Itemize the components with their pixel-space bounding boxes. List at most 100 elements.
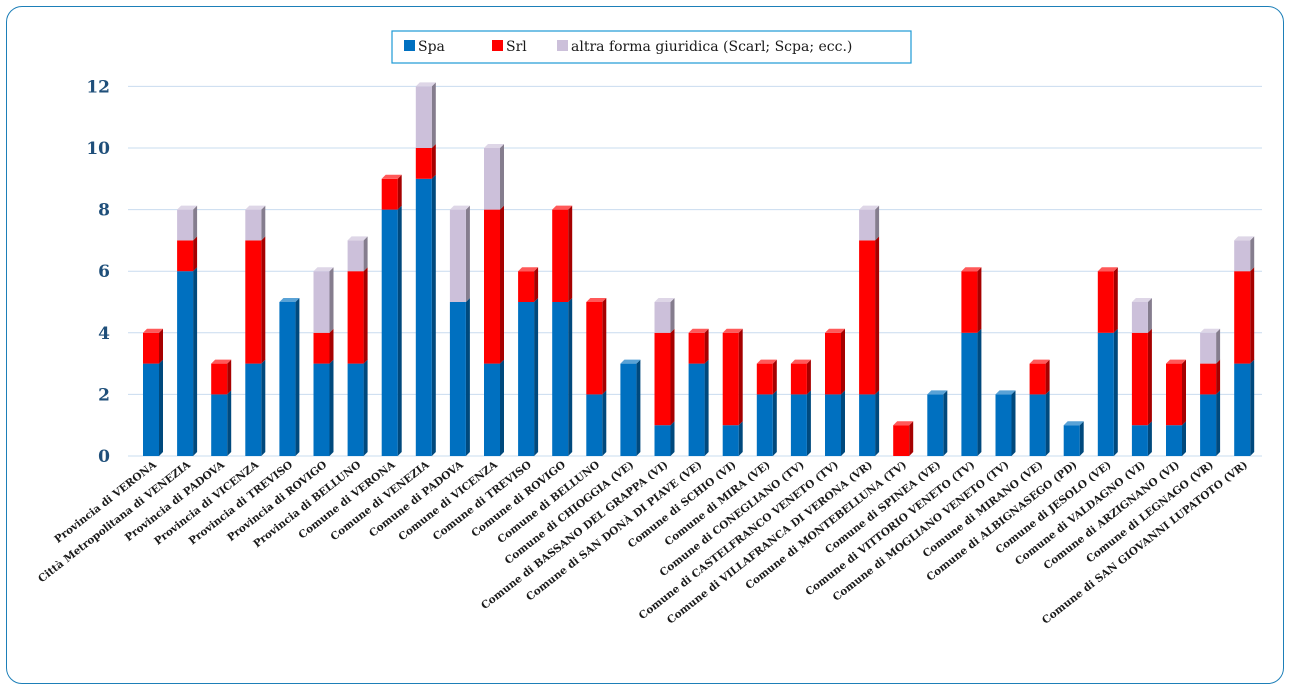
bar-side bbox=[1250, 267, 1255, 364]
bar-side bbox=[159, 328, 163, 364]
bar-front bbox=[1200, 394, 1217, 456]
bar-side bbox=[227, 359, 232, 395]
bar-segment bbox=[995, 390, 1016, 456]
bar-front bbox=[654, 425, 671, 456]
bar-side bbox=[1045, 359, 1050, 395]
bar-top bbox=[552, 205, 573, 210]
bar-front bbox=[1200, 332, 1217, 364]
bar-side bbox=[704, 328, 709, 364]
legend: Spa Srl altra forma giuridica (Scarl; Scpa… bbox=[391, 30, 912, 64]
bar-front bbox=[484, 148, 500, 210]
legend-label: Spa bbox=[418, 39, 445, 55]
bar-side bbox=[1250, 236, 1255, 272]
bar-front bbox=[143, 363, 159, 456]
bar-side bbox=[500, 359, 504, 456]
bar-side bbox=[875, 205, 880, 241]
bar-front bbox=[381, 209, 398, 456]
bar-front bbox=[347, 363, 364, 456]
bar-segment bbox=[1166, 359, 1186, 426]
bar-segment bbox=[552, 298, 573, 456]
bar-front bbox=[825, 394, 841, 456]
bar-top bbox=[1131, 298, 1152, 302]
bar-front bbox=[1200, 363, 1217, 395]
bar-side bbox=[329, 267, 334, 333]
bar-front bbox=[893, 425, 910, 456]
bar-top bbox=[1166, 359, 1186, 364]
bar-front bbox=[552, 209, 569, 302]
bar-front bbox=[143, 332, 159, 364]
bar-front bbox=[790, 363, 807, 395]
bar-segment bbox=[722, 421, 743, 456]
bar-front bbox=[449, 209, 466, 302]
bar-top bbox=[995, 390, 1016, 395]
bar-side bbox=[977, 328, 982, 456]
bar-side bbox=[772, 390, 777, 456]
bar-front bbox=[1166, 363, 1182, 426]
bar-top bbox=[143, 328, 163, 333]
bar-side bbox=[1079, 421, 1084, 456]
bar-front bbox=[313, 332, 330, 364]
bar-front bbox=[859, 394, 876, 456]
bar-front bbox=[1097, 332, 1114, 456]
bar-segment bbox=[893, 421, 914, 456]
bar-side bbox=[1113, 328, 1118, 456]
bar-front bbox=[1166, 425, 1182, 456]
bar-segment bbox=[211, 390, 232, 456]
bar-side bbox=[397, 174, 402, 210]
bar-front bbox=[211, 363, 228, 395]
bar-segment bbox=[381, 174, 402, 210]
bar-segment bbox=[449, 298, 470, 456]
bar-top bbox=[859, 205, 880, 210]
bar-front bbox=[756, 394, 773, 456]
bar-front bbox=[211, 394, 228, 456]
bar-side bbox=[193, 236, 198, 272]
bar-top bbox=[620, 359, 641, 364]
bar-front bbox=[1234, 240, 1251, 272]
bar-front bbox=[722, 332, 739, 426]
bar-top bbox=[381, 174, 402, 179]
y-tick-label: 6 bbox=[98, 262, 110, 282]
bar-front bbox=[177, 271, 194, 456]
bar-front bbox=[313, 271, 330, 333]
bar-segment bbox=[1063, 421, 1084, 456]
bar-side bbox=[841, 328, 845, 395]
bar-side bbox=[465, 205, 470, 302]
legend-box bbox=[391, 30, 912, 64]
bar-front bbox=[1029, 363, 1046, 395]
bar-top bbox=[654, 298, 675, 302]
bar-side bbox=[363, 359, 368, 456]
chart-frame bbox=[6, 6, 1284, 684]
bar-segment bbox=[484, 205, 504, 364]
bar-side bbox=[738, 421, 743, 456]
bar-front bbox=[825, 332, 841, 395]
bar-side bbox=[909, 421, 914, 456]
bar-front bbox=[347, 271, 364, 364]
bar-side bbox=[602, 390, 607, 456]
bar-front bbox=[177, 240, 194, 272]
bar-side bbox=[1182, 359, 1186, 426]
bar-front bbox=[961, 271, 978, 333]
bar-front bbox=[961, 332, 978, 456]
bar-segment bbox=[859, 205, 880, 241]
bar-side bbox=[159, 359, 163, 456]
bar-segment bbox=[1131, 298, 1152, 333]
bar-segment bbox=[347, 267, 368, 364]
bar-side bbox=[431, 144, 436, 179]
bar-front bbox=[313, 363, 330, 456]
bar-front bbox=[995, 394, 1012, 456]
bar-segment bbox=[825, 390, 845, 456]
bar-side bbox=[534, 267, 539, 302]
bar-segment bbox=[722, 328, 743, 426]
bar-segment bbox=[415, 82, 436, 148]
legend-swatch bbox=[492, 40, 503, 51]
bar-segment bbox=[859, 390, 880, 456]
bar-top bbox=[415, 82, 436, 87]
bar-front bbox=[756, 363, 773, 395]
bar-side bbox=[500, 205, 504, 364]
bar-front bbox=[859, 209, 876, 241]
bar-side bbox=[704, 359, 709, 456]
bar-side bbox=[772, 359, 777, 395]
bar-segment bbox=[449, 205, 470, 302]
bar-top bbox=[279, 298, 300, 302]
bar-front bbox=[1063, 425, 1080, 456]
